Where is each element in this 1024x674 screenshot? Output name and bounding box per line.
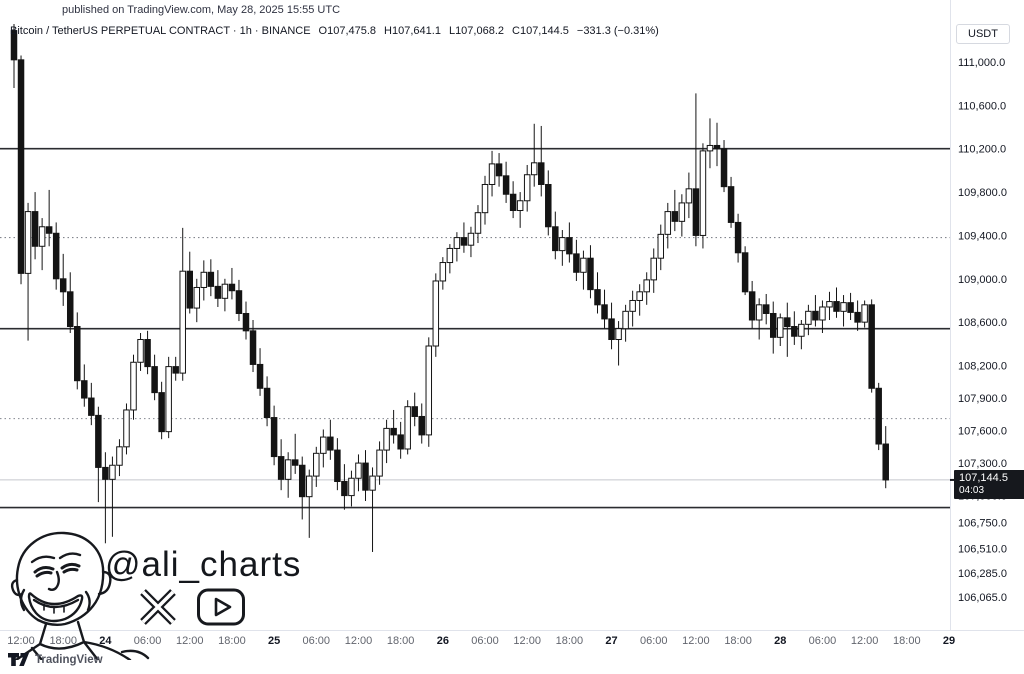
svg-text:18:00: 18:00 (218, 635, 246, 647)
svg-text:06:00: 06:00 (809, 635, 837, 647)
svg-text:12:00: 12:00 (682, 635, 710, 647)
ohlc-high: H107,641.1 (384, 25, 441, 37)
svg-text:107,300.0: 107,300.0 (958, 458, 1007, 470)
svg-text:106,065.0: 106,065.0 (958, 592, 1007, 604)
youtube-logo-icon (197, 588, 245, 626)
svg-text:18:00: 18:00 (724, 635, 752, 647)
currency-badge[interactable]: USDT (956, 24, 1010, 44)
svg-text:18:00: 18:00 (49, 635, 77, 647)
svg-text:108,200.0: 108,200.0 (958, 361, 1007, 373)
svg-text:06:00: 06:00 (471, 635, 499, 647)
svg-text:18:00: 18:00 (893, 635, 921, 647)
svg-text:111,000.0: 111,000.0 (958, 57, 1005, 69)
svg-text:107,600.0: 107,600.0 (958, 426, 1007, 438)
symbol-title[interactable]: Bitcoin / TetherUS PERPETUAL CONTRACT · … (10, 25, 311, 37)
published-note: published on TradingView.com, May 28, 20… (62, 4, 341, 16)
svg-text:24: 24 (99, 635, 112, 647)
svg-text:12:00: 12:00 (176, 635, 204, 647)
svg-text:06:00: 06:00 (134, 635, 162, 647)
svg-text:12:00: 12:00 (345, 635, 373, 647)
tradingview-mark-icon (8, 653, 29, 666)
tradingview-logo[interactable]: TradingView (8, 652, 103, 667)
candlestick-series (10, 24, 889, 552)
svg-text:12:00: 12:00 (7, 635, 35, 647)
tradingview-brand-text: TradingView (35, 653, 103, 666)
ali-charts-face-drawing (10, 531, 150, 660)
level-lines (0, 147, 950, 509)
price-change: −331.3 (−0.31%) (576, 25, 659, 37)
watermark-handle: @ali_charts (105, 545, 302, 584)
svg-text:110,200.0: 110,200.0 (958, 144, 1006, 156)
bar-countdown: 04:03 (959, 485, 985, 496)
ohlc-low: L107,068.2 (448, 25, 504, 37)
svg-text:29: 29 (943, 635, 955, 647)
ohlc-open: O107,475.8 (318, 25, 377, 37)
last-price-badge[interactable]: 107,144.5 04:03 (954, 470, 1024, 499)
svg-text:06:00: 06:00 (640, 635, 668, 647)
svg-text:106,510.0: 106,510.0 (958, 544, 1007, 556)
x-logo-icon (140, 589, 176, 625)
ohlc-close: C107,144.5 (512, 25, 569, 37)
last-price-value: 107,144.5 (959, 472, 1008, 484)
svg-text:106,750.0: 106,750.0 (958, 518, 1007, 530)
svg-text:109,800.0: 109,800.0 (958, 187, 1007, 199)
svg-text:06:00: 06:00 (303, 635, 331, 647)
svg-text:106,285.0: 106,285.0 (958, 568, 1007, 580)
price-scale[interactable]: 111,000.0 110,600.0 110,200.0 109,800.0 109,… (950, 57, 1007, 604)
svg-text:26: 26 (437, 635, 449, 647)
svg-text:107,900.0: 107,900.0 (958, 393, 1007, 405)
svg-text:25: 25 (268, 635, 280, 647)
svg-text:27: 27 (605, 635, 617, 647)
svg-text:18:00: 18:00 (556, 635, 584, 647)
svg-text:109,400.0: 109,400.0 (958, 230, 1007, 242)
symbol-header: Bitcoin / TetherUS PERPETUAL CONTRACT · … (10, 25, 659, 37)
svg-text:109,000.0: 109,000.0 (958, 274, 1007, 286)
svg-text:108,600.0: 108,600.0 (958, 317, 1007, 329)
svg-text:110,600.0: 110,600.0 (958, 100, 1006, 112)
svg-text:28: 28 (774, 635, 786, 647)
svg-text:12:00: 12:00 (513, 635, 541, 647)
svg-text:12:00: 12:00 (851, 635, 879, 647)
svg-text:18:00: 18:00 (387, 635, 415, 647)
time-scale[interactable]: 12:00 18:00 24 06:00 12:00 18:00 25 06:00 12:00 1… (7, 635, 955, 647)
